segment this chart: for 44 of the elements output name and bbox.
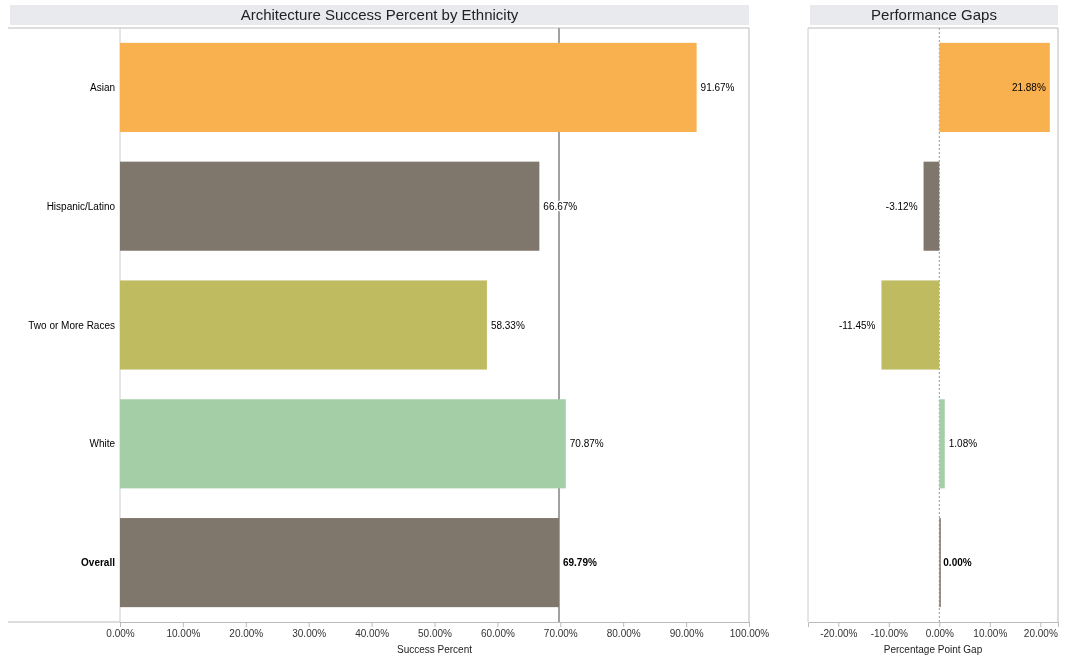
x-tick-label: -20.00% [820,628,858,640]
y-tick-label: Hispanic/Latino [46,200,116,212]
x-axis-title: Success Percent [396,644,473,655]
x-tick-label: 0.00% [925,628,955,640]
x-tick-label: 90.00% [669,628,704,640]
data-label: 1.08% [948,438,978,450]
chart-title: Performance Gaps [871,6,997,23]
x-tick-label: 100.00% [729,628,770,640]
x-tick-label: 20.00% [1023,628,1058,640]
x-tick-label: 60.00% [480,628,515,640]
chart-title: Architecture Success Percent by Ethnicity [240,6,519,23]
bar [939,42,1050,132]
x-tick-label: 70.00% [543,628,578,640]
x-tick-label: 10.00% [973,628,1008,640]
x-tick-label: 30.00% [292,628,327,640]
data-label: 0.00% [943,557,972,569]
y-tick-label: Overall [81,557,116,569]
y-tick-label: Asian [89,81,115,93]
bar [120,399,566,489]
x-tick-label: 50.00% [418,628,453,640]
bar [120,42,697,132]
x-tick-label: 10.00% [166,628,201,640]
x-tick-label: 80.00% [606,628,641,640]
data-label: 66.67% [543,200,578,212]
x-tick-label: -10.00% [870,628,909,640]
data-label: 21.88% [1011,81,1046,93]
y-tick-label: White [89,438,116,450]
data-label: 70.87% [569,438,604,450]
data-label: 58.33% [490,319,525,331]
bar [120,518,559,608]
data-label: -3.12% [885,200,918,212]
x-axis-title: Percentage Point Gap [883,644,983,655]
data-label: -11.45% [838,319,876,331]
bar [120,280,487,370]
y-tick-label: Two or More Races [28,319,115,331]
bar [923,161,940,251]
bar [120,161,540,251]
data-label: 91.67% [700,81,735,93]
bar [881,280,940,370]
bar [939,399,945,489]
data-label: 69.79% [562,557,597,569]
x-tick-label: 40.00% [355,628,390,640]
x-tick-label: 0.00% [106,628,135,640]
x-tick-label: 20.00% [229,628,264,640]
